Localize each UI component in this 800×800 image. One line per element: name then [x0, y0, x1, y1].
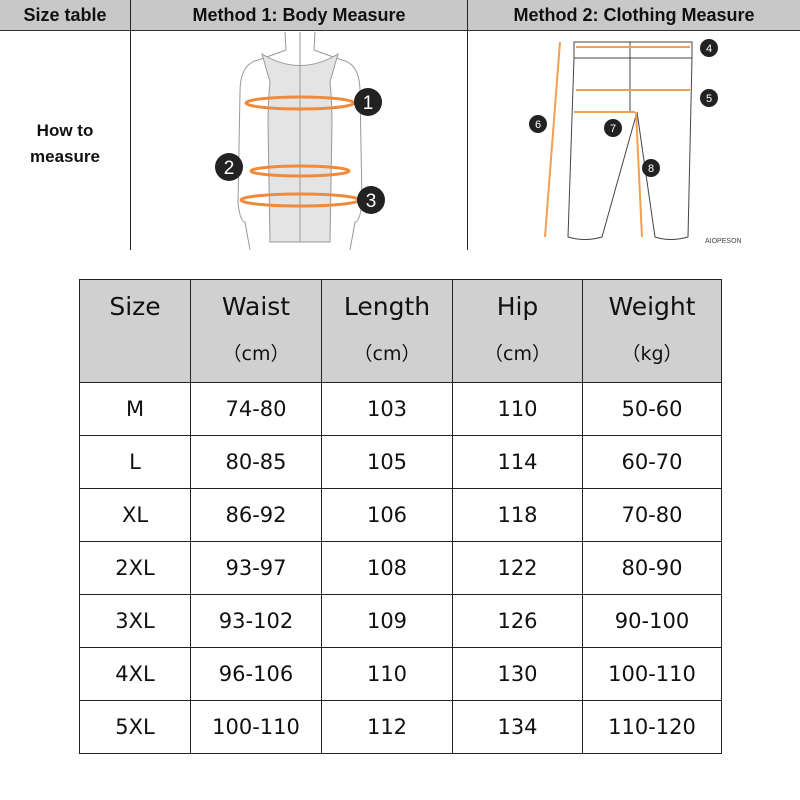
marker-1: 1 — [354, 88, 382, 116]
divider — [467, 0, 468, 250]
table-cell: 50-60 — [582, 382, 722, 436]
marker-6: 6 — [529, 115, 547, 133]
table-cell: 134 — [452, 700, 583, 754]
table-cell: 110-120 — [582, 700, 722, 754]
method2-header: Method 2: Clothing Measure — [468, 0, 800, 31]
table-row: M 74-80 103 110 50-60 — [79, 382, 722, 436]
table-cell: 112 — [321, 700, 453, 754]
header-unit: （cm） — [484, 343, 551, 365]
svg-text:2: 2 — [224, 158, 235, 179]
table-cell: 105 — [321, 435, 453, 489]
table-cell: 100-110 — [190, 700, 322, 754]
column-header: Length （cm） — [321, 279, 453, 383]
marker-2: 2 — [215, 153, 243, 181]
label-line: How to — [36, 121, 94, 140]
table-cell: 93-102 — [190, 594, 322, 648]
table-cell: 4XL — [79, 647, 191, 701]
table-cell: 74-80 — [190, 382, 322, 436]
table-row: XL 86-92 106 118 70-80 — [79, 488, 722, 542]
table-cell: 5XL — [79, 700, 191, 754]
table-cell: 70-80 — [582, 488, 722, 542]
svg-text:6: 6 — [535, 119, 541, 131]
marker-5: 5 — [700, 89, 718, 107]
table-cell: 110 — [452, 382, 583, 436]
table-cell: 86-92 — [190, 488, 322, 542]
header-unit: （cm） — [353, 343, 421, 365]
header-label: Size — [109, 292, 161, 321]
table-cell: 3XL — [79, 594, 191, 648]
table-cell: 100-110 — [582, 647, 722, 701]
table-row: 4XL 96-106 110 130 100-110 — [79, 647, 722, 701]
table-row: 3XL 93-102 109 126 90-100 — [79, 594, 722, 648]
svg-text:1: 1 — [363, 93, 374, 114]
header-label: Length — [343, 292, 431, 321]
size-table: Size Waist （cm） Length （cm） Hip （cm） Weight （kg）… — [79, 279, 722, 754]
column-header: Hip （cm） — [452, 279, 583, 383]
how-to-measure-section: Size table Method 1: Body Measure Method… — [0, 0, 800, 250]
marker-7: 7 — [604, 119, 622, 137]
table-cell: 80-85 — [190, 435, 322, 489]
marker-3: 3 — [357, 186, 385, 214]
svg-text:7: 7 — [610, 123, 616, 135]
table-cell: 106 — [321, 488, 453, 542]
svg-text:4: 4 — [706, 43, 712, 55]
table-row: 5XL 100-110 112 134 110-120 — [79, 700, 722, 754]
table-cell: 2XL — [79, 541, 191, 595]
table-row: 2XL 93-97 108 122 80-90 — [79, 541, 722, 595]
column-header: Size — [79, 279, 191, 383]
table-cell: 103 — [321, 382, 453, 436]
header-label: Hip — [496, 292, 539, 321]
header-label: Weight — [608, 292, 696, 321]
table-cell: 110 — [321, 647, 453, 701]
header-label: Waist — [221, 292, 291, 321]
watermark: AIOPESON — [705, 238, 742, 245]
how-to-measure-label: How to measure — [0, 118, 130, 170]
table-cell: M — [79, 382, 191, 436]
label-line: measure — [30, 147, 100, 166]
table-cell: L — [79, 435, 191, 489]
table-cell: 118 — [452, 488, 583, 542]
column-header: Weight （kg） — [582, 279, 722, 383]
table-cell: 108 — [321, 541, 453, 595]
table-cell: 96-106 — [190, 647, 322, 701]
table-cell: 60-70 — [582, 435, 722, 489]
header-unit: （kg） — [621, 343, 683, 365]
marker-8: 8 — [642, 159, 660, 177]
divider — [130, 0, 131, 250]
marker-4: 4 — [700, 39, 718, 57]
table-cell: 114 — [452, 435, 583, 489]
table-cell: 93-97 — [190, 541, 322, 595]
header-unit: （cm） — [222, 343, 290, 365]
table-cell: 130 — [452, 647, 583, 701]
size-table-header: Size table — [0, 0, 130, 31]
table-cell: XL — [79, 488, 191, 542]
table-cell: 122 — [452, 541, 583, 595]
body-illustration: 1 2 3 — [215, 32, 385, 250]
table-cell: 90-100 — [582, 594, 722, 648]
svg-text:8: 8 — [648, 163, 654, 175]
svg-text:5: 5 — [706, 93, 712, 105]
svg-text:3: 3 — [366, 191, 377, 212]
table-row: L 80-85 105 114 60-70 — [79, 435, 722, 489]
column-header: Waist （cm） — [190, 279, 322, 383]
table-cell: 109 — [321, 594, 453, 648]
table-cell: 126 — [452, 594, 583, 648]
method1-header: Method 1: Body Measure — [131, 0, 467, 31]
table-cell: 80-90 — [582, 541, 722, 595]
pants-illustration: 4 5 6 7 8 AIOPESON — [529, 39, 742, 245]
